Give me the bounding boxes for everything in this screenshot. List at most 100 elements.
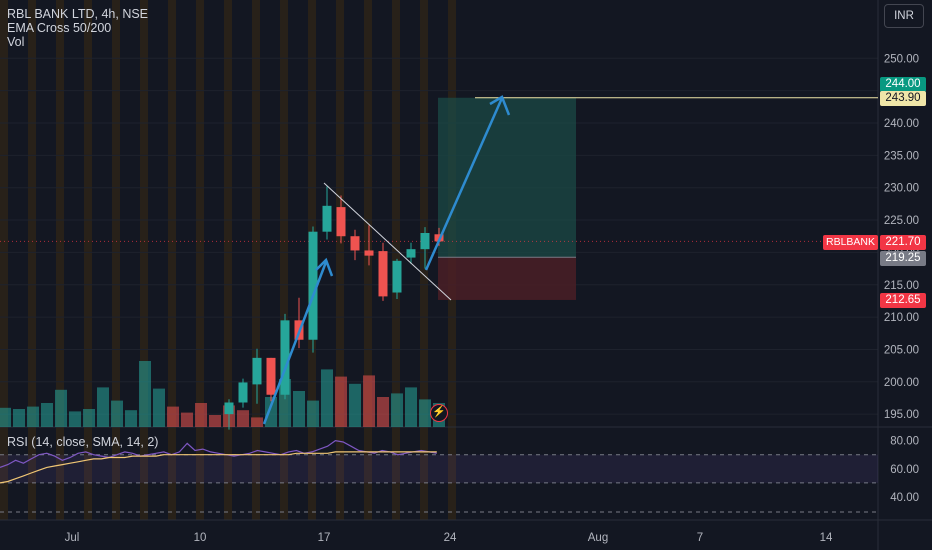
rsi-tick-label: 60.00 (890, 464, 919, 476)
session-stripe (112, 0, 120, 520)
volume-bar (335, 376, 347, 427)
candle-body (350, 236, 360, 251)
loss-zone (438, 257, 576, 300)
volume-bar (55, 389, 67, 427)
price-tick-label: 215.00 (884, 280, 919, 292)
volume-bar (377, 397, 389, 427)
volume-bar (153, 388, 165, 427)
candle-body (280, 320, 290, 395)
session-stripe (0, 0, 8, 520)
volume-bar (237, 410, 249, 427)
candle-body (336, 207, 346, 237)
last-price-badge: 221.70 (880, 235, 926, 250)
session-stripe (168, 0, 176, 520)
volume-bar (419, 399, 431, 427)
volume-bar (293, 391, 305, 427)
lightning-alert-icon[interactable]: ⚡ (430, 404, 448, 422)
chart-legend: RBL BANK LTD, 4h, NSE EMA Cross 50/200 V… (7, 7, 148, 49)
rsi-band (0, 454, 878, 483)
rsi-tick-label: 80.00 (890, 436, 919, 448)
time-tick-label: 14 (820, 532, 833, 544)
time-tick-label: 7 (697, 532, 703, 544)
volume-bar (307, 400, 319, 427)
session-stripe (56, 0, 64, 520)
price-tick-label: 225.00 (884, 215, 919, 227)
volume-bar (139, 361, 151, 427)
volume-bar (349, 383, 361, 427)
ema-indicator-label[interactable]: EMA Cross 50/200 (7, 21, 112, 35)
projection-arrow-shaft (424, 97, 504, 271)
session-stripe (84, 0, 92, 520)
session-stripe (252, 0, 260, 520)
candle-body (252, 357, 262, 385)
time-tick-label: 10 (194, 532, 207, 544)
entry-price-badge: 219.25 (880, 251, 926, 266)
volume-bar (13, 409, 25, 427)
volume-bar (405, 387, 417, 427)
up-arrow-shaft (262, 261, 328, 425)
session-stripe (140, 0, 148, 520)
candle-body (322, 205, 332, 232)
candle-body (224, 402, 234, 415)
price-tick-label: 210.00 (884, 312, 919, 324)
time-tick-label: Aug (588, 532, 608, 544)
price-tick-label: 230.00 (884, 183, 919, 195)
up-arrow-head (315, 257, 334, 277)
rsi-tick-label: 40.00 (890, 492, 919, 504)
trend-line (323, 182, 452, 301)
candle-body (378, 251, 388, 297)
volume-bar (363, 375, 375, 427)
candle-body (406, 249, 416, 258)
session-stripe (280, 0, 288, 520)
price-tick-label: 200.00 (884, 377, 919, 389)
symbol-title[interactable]: RBL BANK LTD, 4h, NSE (7, 7, 149, 21)
target-top-price-badge: 244.00 (880, 77, 926, 92)
candle-body (266, 357, 276, 395)
price-tick-label: 250.00 (884, 53, 919, 65)
volume-bar (97, 387, 109, 427)
target-price-badge: 243.90 (880, 91, 926, 106)
stop-price-badge: 212.65 (880, 293, 926, 308)
session-stripe (336, 0, 344, 520)
volume-bar (125, 410, 137, 427)
candle-body (238, 382, 248, 403)
price-tick-label: 235.00 (884, 150, 919, 162)
volume-bar (195, 403, 207, 427)
projection-arrow-head (489, 95, 511, 116)
candle-body (308, 231, 318, 340)
volume-bar (69, 411, 81, 427)
volume-bar (27, 406, 39, 427)
session-stripe (420, 0, 428, 520)
volume-bar (181, 412, 193, 427)
session-stripe (28, 0, 36, 520)
profit-zone (438, 97, 576, 258)
volume-bar (265, 397, 277, 427)
session-stripe (364, 0, 372, 520)
rsi-ma-line (0, 451, 437, 484)
time-tick-label: 24 (444, 532, 457, 544)
volume-bar (0, 407, 11, 427)
volume-bar (167, 406, 179, 427)
candle-body (364, 250, 374, 256)
session-stripe (392, 0, 400, 520)
session-stripe (224, 0, 232, 520)
volume-bar (83, 409, 95, 427)
rsi-legend[interactable]: RSI (14, close, SMA, 14, 2) (7, 435, 159, 449)
price-tick-label: 205.00 (884, 344, 919, 356)
price-tick-label: 195.00 (884, 409, 919, 421)
candle-body (420, 232, 430, 250)
volume-bar (209, 415, 221, 427)
volume-indicator-label[interactable]: Vol (7, 35, 25, 49)
price-tick-label: 240.00 (884, 118, 919, 130)
volume-bar (111, 400, 123, 427)
volume-bar (321, 369, 333, 427)
time-tick-label: Jul (65, 532, 80, 544)
volume-bar (391, 393, 403, 427)
volume-bar (41, 403, 53, 427)
currency-button[interactable]: INR (884, 4, 924, 28)
time-tick-label: 17 (318, 532, 331, 544)
symbol-price-badge: RBLBANK (823, 235, 878, 250)
volume-bar (251, 417, 263, 427)
session-stripe (196, 0, 204, 520)
